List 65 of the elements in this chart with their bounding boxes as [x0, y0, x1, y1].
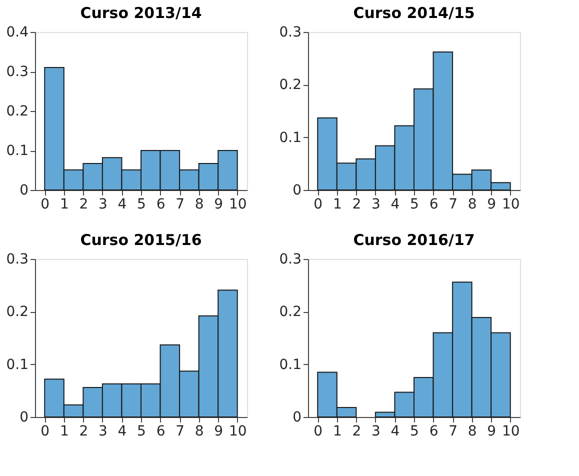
- x-tick-label: 0: [314, 424, 323, 440]
- x-tick-label: 2: [79, 196, 88, 212]
- x-tick-label: 8: [194, 424, 204, 440]
- x-tick-label: 5: [137, 424, 146, 440]
- y-tick-label: 0.2: [279, 77, 302, 94]
- x-tick-label: 1: [60, 196, 69, 212]
- x-tick-label: 7: [448, 196, 458, 212]
- x-tick-label: 6: [156, 196, 166, 212]
- x-tick-label: 10: [228, 196, 247, 212]
- chart-title: Curso 2016/17: [353, 231, 475, 249]
- x-tick-label: 10: [502, 424, 520, 440]
- y-tick-label: 0: [20, 182, 28, 198]
- x-tick-label: 5: [137, 196, 146, 212]
- x-tick-label: 6: [429, 424, 438, 440]
- y-tick-label: 0.3: [6, 64, 28, 80]
- y-tick-label: 0.3: [279, 252, 302, 268]
- x-tick-label: 9: [487, 424, 496, 440]
- x-tick-label: 9: [487, 196, 496, 212]
- y-tick-label: 0: [292, 182, 302, 198]
- x-tick-label: 3: [98, 424, 108, 440]
- x-tick-label: 1: [332, 196, 342, 212]
- x-tick-label: 2: [352, 424, 362, 440]
- x-tick-label: 3: [371, 424, 380, 440]
- x-tick-label: 8: [194, 196, 204, 212]
- x-tick-label: 5: [410, 196, 419, 212]
- y-tick-label: 0.1: [6, 356, 28, 373]
- y-tick-label: 0: [20, 410, 28, 426]
- x-tick-label: 10: [228, 424, 247, 440]
- y-tick-label: 0: [292, 410, 302, 426]
- chart-title: Curso 2015/16: [80, 231, 202, 249]
- x-tick-label: 8: [468, 424, 477, 440]
- y-tick-label: 0.1: [279, 130, 302, 146]
- x-tick-label: 6: [156, 424, 166, 440]
- x-tick-label: 7: [176, 424, 185, 440]
- x-tick-label: 2: [352, 196, 362, 212]
- x-tick-label: 6: [429, 196, 438, 212]
- x-tick-label: 4: [390, 424, 400, 440]
- y-tick-label: 0.3: [279, 24, 302, 40]
- x-tick-label: 4: [118, 424, 127, 440]
- x-tick-label: 9: [214, 196, 224, 212]
- x-tick-label: 0: [40, 196, 50, 212]
- x-tick-label: 10: [502, 196, 520, 212]
- x-tick-label: 1: [60, 424, 69, 440]
- y-tick-label: 0.4: [6, 24, 29, 40]
- x-tick-label: 2: [79, 424, 88, 440]
- x-tick-label: 8: [468, 196, 477, 212]
- y-tick-label: 0.1: [6, 143, 28, 159]
- x-tick-label: 5: [410, 424, 419, 440]
- chart-title: Curso 2013/14: [80, 4, 202, 22]
- y-tick-label: 0.2: [6, 304, 28, 320]
- y-tick-label: 0.2: [279, 304, 302, 320]
- x-tick-label: 3: [371, 196, 380, 212]
- y-tick-label: 0.1: [279, 356, 302, 373]
- x-tick-label: 4: [390, 196, 400, 212]
- x-tick-label: 0: [314, 196, 323, 212]
- x-tick-label: 9: [214, 424, 224, 440]
- x-tick-label: 3: [98, 196, 108, 212]
- x-tick-label: 7: [448, 424, 458, 440]
- x-tick-label: 7: [176, 196, 185, 212]
- y-tick-label: 0.2: [6, 104, 28, 120]
- chart-title: Curso 2014/15: [353, 4, 475, 22]
- x-tick-label: 0: [40, 424, 50, 440]
- y-tick-label: 0.3: [6, 252, 28, 268]
- x-tick-label: 1: [332, 424, 342, 440]
- x-tick-label: 4: [118, 196, 127, 212]
